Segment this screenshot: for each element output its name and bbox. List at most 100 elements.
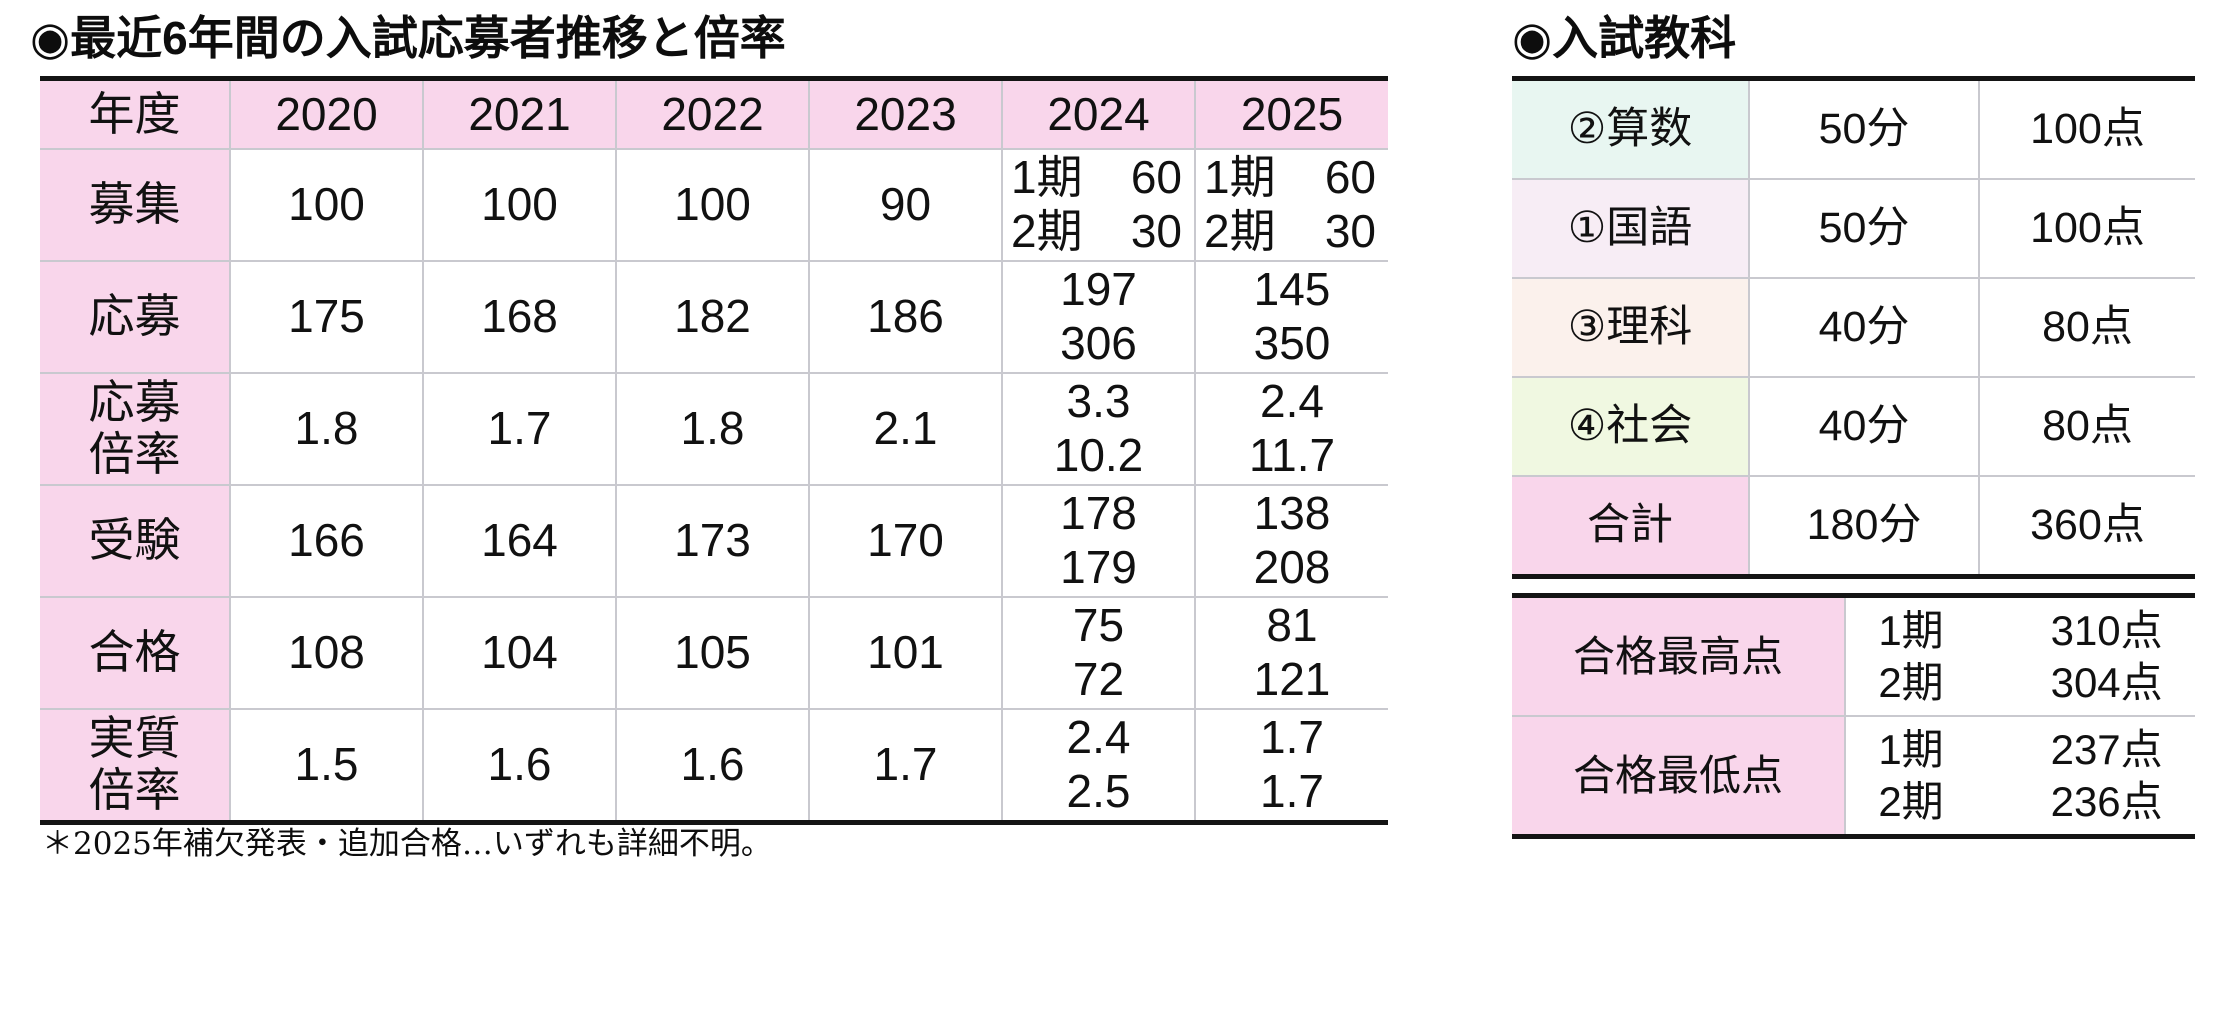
value-cell: 75 72 — [1001, 596, 1196, 710]
value-cell: 182 — [615, 260, 810, 374]
value-cell: 1.5 — [229, 708, 424, 825]
term-value: 236点 — [2050, 777, 2163, 825]
stacked-values: 3.3 10.2 — [1003, 376, 1194, 481]
term-value: 30 — [1130, 205, 1182, 257]
value-cell: 1.6 — [422, 708, 617, 825]
term-value: 30 — [1324, 205, 1376, 257]
value-cell: 90 — [808, 148, 1003, 262]
row-label-cell: 応募 — [40, 260, 231, 374]
value-cell: 1.8 — [229, 372, 424, 486]
year-header-cell: 2023 — [808, 76, 1003, 150]
subject-score-cell: 360点 — [1978, 475, 2195, 579]
stacked-value: 72 — [1072, 653, 1125, 705]
term-value-pairs: 1期 60 2期 30 — [1196, 152, 1388, 257]
subject-time-cell: 50分 — [1748, 76, 1980, 180]
stacked-value: 208 — [1253, 541, 1331, 593]
stacked-value: 121 — [1253, 653, 1331, 705]
value-cell: 145 350 — [1194, 260, 1388, 374]
term-value-line: 1期 60 — [1204, 152, 1376, 204]
term-label: 2期 — [1878, 777, 1944, 825]
value-cell: 1.7 1.7 — [1194, 708, 1388, 825]
term-label: 2期 — [1011, 205, 1083, 257]
value-cell: 2.1 — [808, 372, 1003, 486]
applicants-data-row: 募集 100 100 100 90 1期 60 2期 30 1期 60 2期 30 — [40, 148, 1388, 262]
stacked-value: 11.7 — [1248, 429, 1336, 481]
term-value: 304点 — [2050, 658, 2163, 706]
term-value-pairs: 1期 60 2期 30 — [1003, 152, 1194, 257]
term-label: 1期 — [1878, 607, 1944, 655]
stacked-values: 145 350 — [1196, 264, 1388, 369]
row-label-cell: 合格 — [40, 596, 231, 710]
scores-table: 合格最高点 1期 310点 2期 304点 合格最低点 1期 237点 2期 236点 — [1512, 593, 2195, 839]
applicants-data-row: 合格 108 104 105 101 75 72 81 121 — [40, 596, 1388, 710]
term-value-line: 1期 60 — [1011, 152, 1182, 204]
subject-label-cell: ①国語 — [1512, 178, 1750, 279]
value-cell: 101 — [808, 596, 1003, 710]
term-label: 1期 — [1204, 151, 1276, 204]
applicants-table: 年度 2020 2021 2022 2023 2024 2025 募集 100 100 100 90 1… — [40, 76, 1388, 825]
stacked-value: 81 — [1266, 599, 1318, 652]
subject-row: 合計 180分 360点 — [1512, 475, 2195, 579]
stacked-value: 2.4 — [1066, 711, 1131, 764]
value-cell: 3.3 10.2 — [1001, 372, 1196, 486]
stacked-values: 75 72 — [1003, 600, 1194, 705]
score-lines: 1期 310点 2期 304点 — [1846, 607, 2195, 705]
applicants-data-row: 応募 175 168 182 186 197 306 145 350 — [40, 260, 1388, 374]
score-line: 2期 304点 — [1846, 659, 2195, 706]
stacked-value: 178 — [1060, 487, 1137, 540]
applicants-header-row: 年度 2020 2021 2022 2023 2024 2025 — [40, 76, 1388, 150]
value-cell: 100 — [615, 148, 810, 262]
stacked-value: 1.7 — [1260, 765, 1324, 817]
row-label-cell: 実質 倍率 — [40, 708, 231, 825]
value-cell: 100 — [229, 148, 424, 262]
value-cell: 170 — [808, 484, 1003, 598]
year-header-cell: 2022 — [615, 76, 810, 150]
term-value-line: 2期 30 — [1011, 205, 1182, 258]
term-label: 1期 — [1011, 151, 1083, 204]
value-cell: 197 306 — [1001, 260, 1196, 374]
stacked-value: 179 — [1060, 541, 1137, 593]
stacked-values: 1.7 1.7 — [1196, 712, 1388, 817]
value-cell: 138 208 — [1194, 484, 1388, 598]
value-cell: 164 — [422, 484, 617, 598]
stacked-values: 138 208 — [1196, 488, 1388, 593]
value-cell: 175 — [229, 260, 424, 374]
subject-label-cell: ④社会 — [1512, 376, 1750, 477]
score-line: 1期 237点 — [1846, 726, 2195, 773]
year-axis-label-cell: 年度 — [40, 76, 231, 150]
value-cell: 1.6 — [615, 708, 810, 825]
stacked-value: 3.3 — [1066, 375, 1131, 428]
subject-row: ③理科 40分 80点 — [1512, 277, 2195, 378]
year-header-cell: 2024 — [1001, 76, 1196, 150]
subject-time-cell: 40分 — [1748, 376, 1980, 477]
term-value: 60 — [1324, 151, 1376, 204]
score-label-cell: 合格最低点 — [1512, 715, 1846, 839]
score-row: 合格最低点 1期 237点 2期 236点 — [1512, 715, 2195, 839]
subject-label-cell: ③理科 — [1512, 277, 1750, 378]
value-cell: 100 — [422, 148, 617, 262]
subjects-table: ②算数 50分 100点 ①国語 50分 100点 ③理科 40分 80点 ④社会 40分 80点 合計… — [1512, 76, 2195, 579]
year-header-cell: 2025 — [1194, 76, 1388, 150]
subject-score-cell: 80点 — [1978, 277, 2195, 378]
score-line: 2期 236点 — [1846, 778, 2195, 825]
stacked-values: 2.4 2.5 — [1003, 712, 1194, 817]
value-cell: 1.7 — [808, 708, 1003, 825]
value-cell: 2.4 2.5 — [1001, 708, 1196, 825]
stacked-value: 197 — [1060, 263, 1137, 316]
term-value: 310点 — [2050, 607, 2163, 655]
term-value: 60 — [1130, 151, 1182, 204]
stacked-values: 178 179 — [1003, 488, 1194, 593]
term-label: 1期 — [1878, 726, 1944, 774]
year-header-cell: 2021 — [422, 76, 617, 150]
score-row: 合格最高点 1期 310点 2期 304点 — [1512, 593, 2195, 717]
applicants-data-row: 実質 倍率 1.5 1.6 1.6 1.7 2.4 2.5 1.7 1.7 — [40, 708, 1388, 825]
value-cell: 166 — [229, 484, 424, 598]
value-cell: 1.8 — [615, 372, 810, 486]
stacked-value: 2.5 — [1066, 765, 1131, 817]
score-label-cell: 合格最高点 — [1512, 593, 1846, 717]
term-value-line: 2期 30 — [1204, 205, 1376, 258]
stacked-value: 2.4 — [1260, 375, 1324, 428]
stacked-value: 350 — [1253, 317, 1331, 369]
subject-label-cell: ②算数 — [1512, 76, 1750, 180]
